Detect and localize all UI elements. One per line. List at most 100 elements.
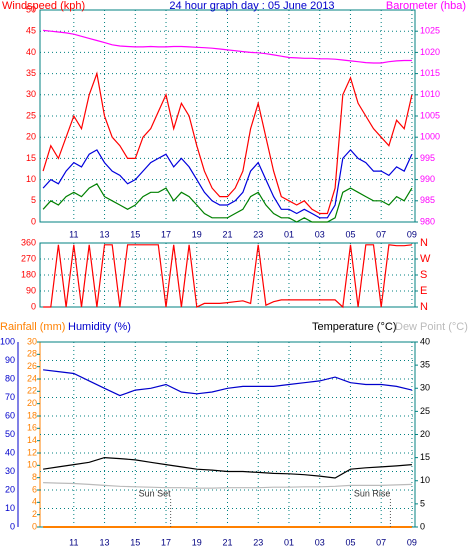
y-tick-label: 60	[5, 410, 15, 420]
y2-tick-label: E	[420, 285, 427, 297]
y-tick-label: 20	[26, 132, 36, 142]
x-tick-label: 05	[345, 229, 355, 239]
y-tick-label: 30	[5, 466, 15, 476]
y2-tick-label: 15	[420, 452, 430, 462]
y2-tick-label: 0	[420, 521, 425, 531]
y2-tick-label: S	[420, 269, 427, 281]
y2-tick-label: 1015	[420, 68, 440, 78]
x-tick-label: 23	[253, 537, 263, 547]
series-line	[42, 149, 413, 219]
series-line	[42, 182, 413, 223]
x-tick-label: 03	[315, 229, 325, 239]
y3-tick-label: 18	[27, 410, 37, 420]
y-tick-label: 20	[5, 484, 15, 494]
x-tick-label: 09	[407, 537, 417, 547]
y-tick-label: 25	[26, 110, 36, 120]
y-tick-label: 70	[5, 392, 15, 402]
y2-tick-label: N	[420, 301, 428, 313]
y-tick-label: 90	[26, 285, 36, 295]
y2-tick-label: 1000	[420, 132, 440, 142]
y3-tick-label: 8	[32, 472, 37, 482]
y3-tick-label: 0	[32, 521, 37, 531]
y3-tick-label: 14	[27, 435, 37, 445]
x-tick-label: 11	[69, 229, 78, 239]
y3-tick-label: 16	[27, 423, 37, 433]
series-line	[43, 456, 412, 479]
x-tick-label: 05	[345, 537, 355, 547]
series-line	[43, 244, 412, 309]
legend-entry: Dew Point (°C)	[395, 321, 468, 333]
legend-entry: Rainfall (mm)	[0, 321, 65, 333]
y-tick-label: 90	[5, 355, 15, 365]
y-tick-label: 80	[5, 373, 15, 383]
y3-tick-label: 4	[32, 497, 37, 507]
y3-tick-label: 24	[27, 373, 37, 383]
x-tick-label: 17	[161, 537, 171, 547]
y2-tick-label: N	[420, 237, 428, 249]
x-tick-label: 19	[192, 229, 202, 239]
legend-entry: Humidity (%)	[68, 321, 131, 333]
y-tick-label: 50	[26, 4, 36, 14]
y-tick-label: 360	[21, 237, 36, 247]
x-tick-label: 01	[284, 537, 294, 547]
y2-tick-label: 35	[420, 360, 430, 370]
y2-tick-label: W	[420, 253, 431, 265]
y2-tick-label: 1025	[420, 26, 440, 36]
series-line	[43, 482, 412, 489]
y-tick-label: 45	[26, 26, 36, 36]
annotation-label: Sun Set	[139, 488, 172, 498]
y-axis-title: Windspeed (kph)	[2, 0, 85, 12]
y-tick-label: 0	[31, 301, 36, 311]
chart-title: 24 hour graph day : 05 June 2013	[169, 0, 334, 12]
y-tick-label: 30	[26, 89, 36, 99]
x-tick-label: 15	[130, 537, 140, 547]
y-tick-label: 40	[26, 47, 36, 57]
x-tick-label: 23	[253, 229, 263, 239]
y2-tick-label: 1020	[420, 47, 440, 57]
x-tick-label: 07	[376, 229, 386, 239]
y2-axis-title: Barometer (hba)	[386, 0, 466, 12]
legend-entry: Temperature (°C)	[312, 321, 396, 333]
x-tick-label: 09	[407, 229, 417, 239]
y3-tick-label: 22	[27, 386, 37, 396]
y2-tick-label: 990	[420, 174, 435, 184]
y-tick-label: 35	[26, 68, 36, 78]
y3-tick-label: 28	[27, 349, 37, 359]
y2-tick-label: 10	[420, 475, 430, 485]
y-tick-label: 270	[21, 253, 36, 263]
x-tick-label: 01	[284, 229, 294, 239]
y-tick-label: 180	[21, 269, 36, 279]
y-tick-label: 5	[31, 195, 36, 205]
y-tick-label: 0	[31, 216, 36, 226]
x-tick-label: 07	[376, 537, 386, 547]
y-tick-label: 10	[26, 174, 36, 184]
x-tick-label: 11	[69, 537, 78, 547]
y2-tick-label: 995	[420, 153, 435, 163]
y2-tick-label: 1005	[420, 110, 440, 120]
y-tick-label: 50	[5, 429, 15, 439]
series-line	[42, 71, 413, 215]
y3-tick-label: 10	[27, 460, 37, 470]
x-tick-label: 03	[315, 537, 325, 547]
x-tick-label: 21	[222, 229, 232, 239]
y-tick-label: 40	[5, 447, 15, 457]
x-tick-label: 13	[100, 537, 110, 547]
y3-tick-label: 12	[27, 447, 37, 457]
x-tick-label: 15	[130, 229, 140, 239]
y2-tick-label: 1010	[420, 89, 440, 99]
x-tick-label: 17	[161, 229, 171, 239]
x-tick-label: 13	[100, 229, 110, 239]
y2-tick-label: 20	[420, 429, 430, 439]
y2-tick-label: 25	[420, 406, 430, 416]
y-tick-label: 15	[26, 153, 36, 163]
y2-tick-label: 30	[420, 383, 430, 393]
series-line	[43, 29, 412, 64]
y-tick-label: 0	[10, 521, 15, 531]
y3-tick-label: 26	[27, 361, 37, 371]
y3-tick-label: 2	[32, 509, 37, 519]
annotation-label: Sun Rise	[354, 488, 391, 498]
y3-tick-label: 30	[27, 336, 37, 346]
x-tick-label: 19	[192, 537, 202, 547]
y3-tick-label: 20	[27, 398, 37, 408]
